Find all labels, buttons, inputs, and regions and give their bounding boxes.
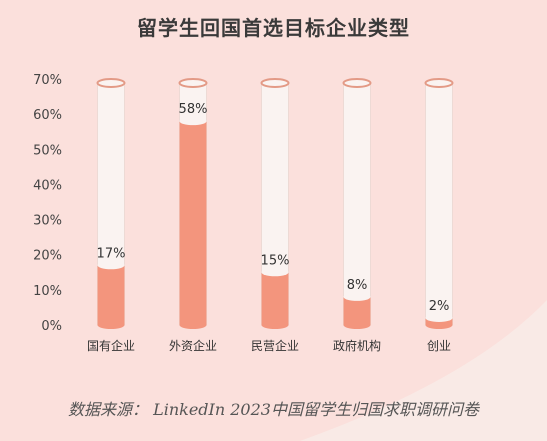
y-tick-label: 0% [41,319,62,334]
bar-track-cap [178,78,208,88]
bar [179,121,207,326]
bar-base [261,321,289,329]
bar [343,296,371,325]
x-tick-label: 国有企业 [87,338,135,353]
bar-track [425,82,453,326]
x-tick-label: 民营企业 [251,338,299,353]
bar-base [97,321,125,329]
bar-top-cap [343,292,371,301]
x-tick-label: 政府机构 [333,338,381,353]
bar-top-cap [261,268,289,277]
bar-top-cap [179,117,207,126]
data-label: 8% [347,278,368,293]
data-source-note: 数据来源： LinkedIn 2023中国留学生归国求职调研问卷 [68,400,479,419]
x-tick-label: 创业 [427,339,451,353]
y-tick-label: 60% [33,108,62,123]
y-tick-label: 40% [33,178,62,193]
bar-top-cap [425,313,453,322]
data-label: 15% [261,253,290,268]
y-tick-label: 50% [33,143,62,158]
bar-base [179,321,207,329]
bar-track-cap [96,78,126,88]
bar [97,265,125,325]
bar-base [343,321,371,329]
chart-title: 留学生回国首选目标企业类型 [137,16,410,40]
bar-base [425,321,453,329]
y-tick-label: 30% [33,214,62,229]
data-label: 2% [429,299,450,314]
data-label: 58% [179,102,208,117]
bar [261,272,289,325]
y-tick-label: 20% [33,249,62,264]
bar-track-cap [260,78,290,88]
bar-track-cap [342,78,372,88]
data-label: 17% [97,246,126,261]
x-tick-label: 外资企业 [169,338,217,353]
bar-track-cap [424,78,454,88]
y-tick-label: 10% [33,284,62,299]
bar-top-cap [97,261,125,270]
y-tick-label: 70% [33,73,62,88]
